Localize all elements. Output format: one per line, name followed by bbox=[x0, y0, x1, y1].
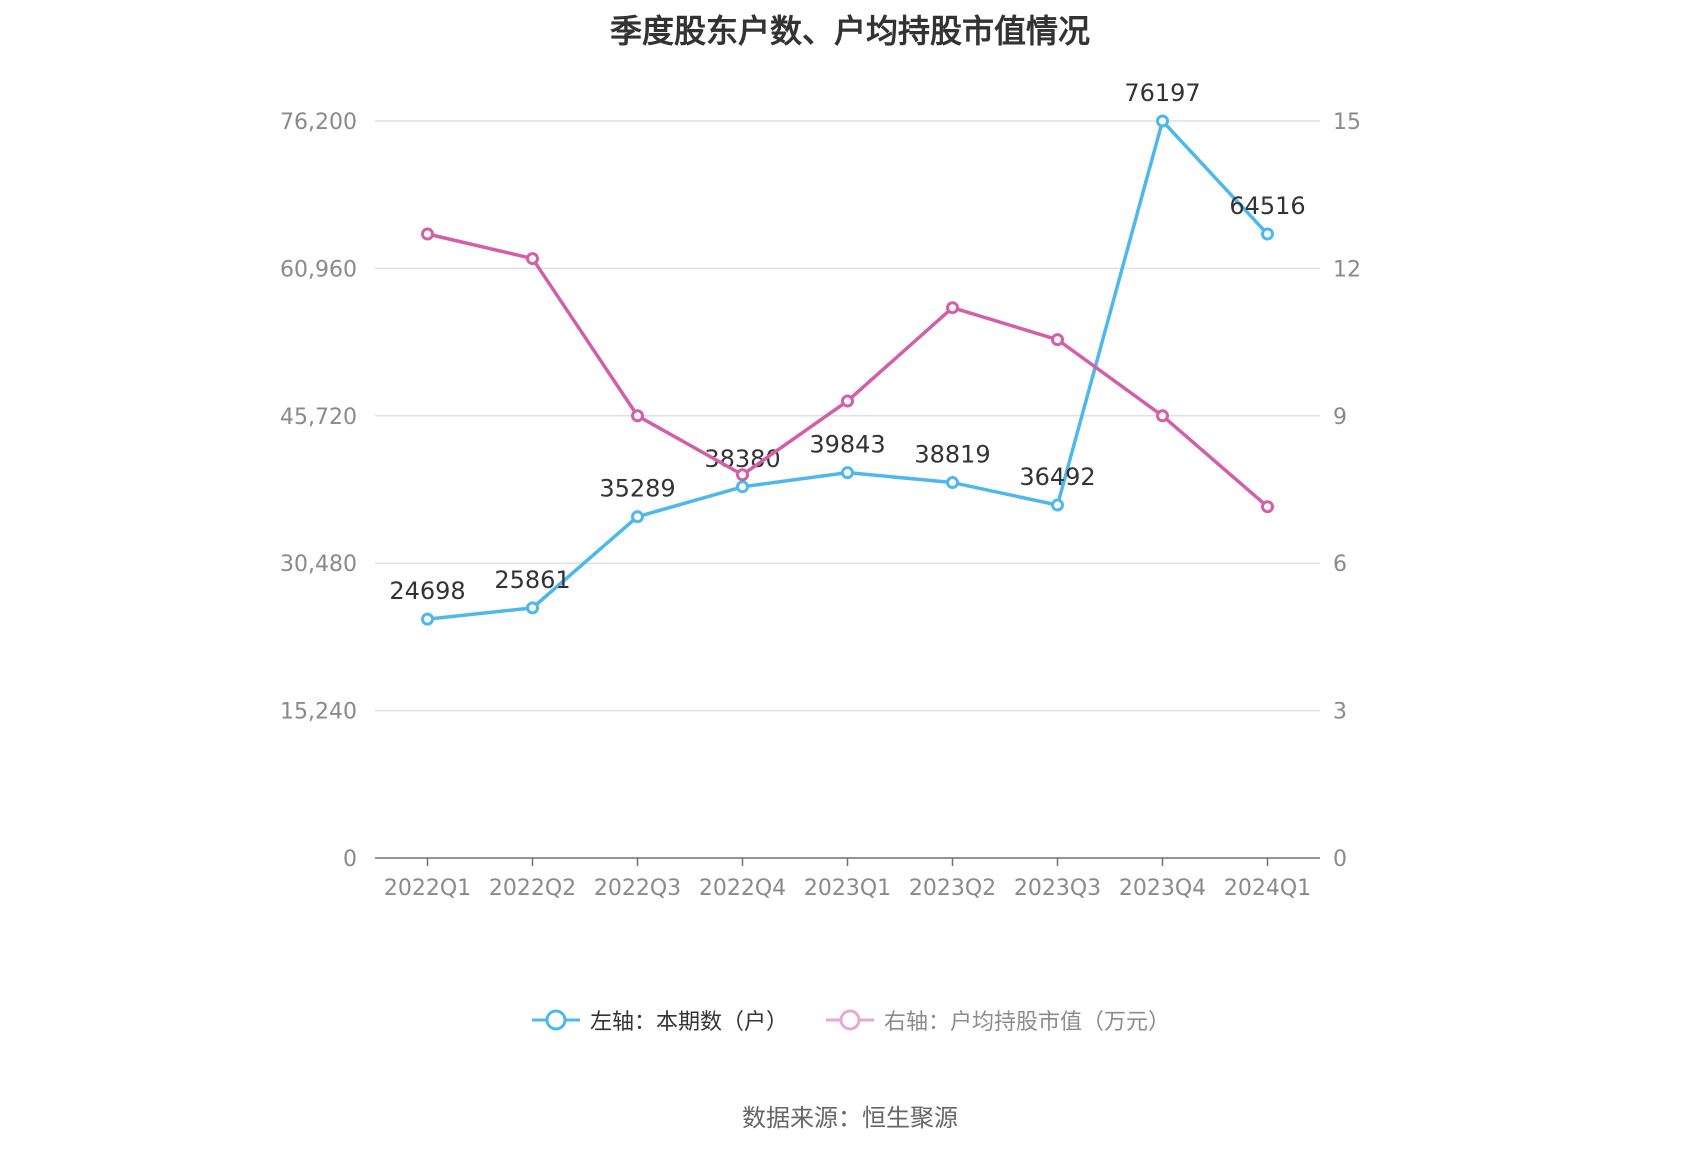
data-point-market-value bbox=[1261, 500, 1274, 514]
x-axis-tick-label: 2024Q1 bbox=[1224, 876, 1311, 901]
legend-marker-households bbox=[531, 1009, 580, 1031]
left-axis-tick-label: 76,200 bbox=[280, 110, 357, 135]
data-point-market-value bbox=[1156, 409, 1169, 423]
right-axis-tick-label: 0 bbox=[1333, 847, 1347, 872]
data-point-households bbox=[841, 466, 854, 480]
legend-marker-market-value bbox=[826, 1009, 874, 1031]
series-line-households bbox=[427, 119, 1269, 621]
left-axis-tick-label: 0 bbox=[343, 847, 357, 872]
left-axis-tick-label: 45,720 bbox=[280, 405, 357, 430]
legend-label-market-value: 右轴：户均持股市值（万元） bbox=[884, 1010, 1171, 1035]
data-label: 64516 bbox=[1229, 192, 1305, 220]
data-point-households bbox=[1261, 227, 1274, 241]
x-axis-tick-label: 2023Q4 bbox=[1119, 876, 1206, 901]
left-axis-tick-label: 30,480 bbox=[280, 552, 357, 577]
data-point-market-value bbox=[1051, 333, 1064, 347]
data-point-households bbox=[1051, 498, 1064, 512]
data-point-households bbox=[1156, 114, 1169, 128]
data-point-market-value bbox=[421, 227, 434, 241]
left-axis-tick-label: 15,240 bbox=[280, 700, 357, 725]
chart-title: 季度股东户数、户均持股市值情况 bbox=[609, 12, 1090, 50]
x-axis-tick-label: 2022Q3 bbox=[594, 876, 681, 901]
legend-label-households: 左轴：本期数（户） bbox=[589, 1010, 788, 1035]
series-line-market-value bbox=[427, 232, 1269, 509]
data-point-market-value bbox=[946, 301, 959, 315]
legend: 左轴：本期数（户） 右轴：户均持股市值（万元） bbox=[0, 1004, 1700, 1036]
x-axis-tick-label: 2023Q2 bbox=[909, 876, 996, 901]
data-point-households bbox=[946, 476, 959, 490]
data-label: 25861 bbox=[494, 566, 570, 594]
data-label: 76197 bbox=[1124, 79, 1200, 107]
legend-item-market-value[interactable]: 右轴：户均持股市值（万元） bbox=[824, 1004, 1170, 1036]
source-note: 数据来源：恒生聚源 bbox=[742, 1104, 958, 1132]
data-point-households bbox=[526, 601, 539, 615]
x-axis-tick-label: 2022Q2 bbox=[489, 876, 576, 901]
right-axis-tick-label: 9 bbox=[1333, 405, 1347, 430]
x-axis-tick-label: 2023Q3 bbox=[1014, 876, 1101, 901]
right-axis-tick-label: 12 bbox=[1333, 257, 1361, 282]
data-point-market-value bbox=[841, 394, 854, 408]
data-label: 39843 bbox=[809, 431, 885, 459]
right-axis-tick-label: 6 bbox=[1333, 552, 1347, 577]
right-axis-tick-label: 15 bbox=[1333, 110, 1361, 135]
x-axis-tick-label: 2022Q1 bbox=[384, 876, 471, 901]
data-label: 35289 bbox=[599, 475, 675, 503]
left-axis-tick-label: 60,960 bbox=[280, 257, 357, 282]
x-axis-tick-label: 2022Q4 bbox=[699, 876, 786, 901]
data-label: 36492 bbox=[1019, 463, 1095, 491]
data-point-households bbox=[631, 510, 644, 524]
right-axis-tick-label: 3 bbox=[1333, 700, 1347, 725]
legend-item-households[interactable]: 左轴：本期数（户） bbox=[530, 1004, 788, 1036]
data-label: 24698 bbox=[389, 577, 465, 605]
data-label: 38819 bbox=[914, 441, 990, 469]
data-point-market-value bbox=[631, 409, 644, 423]
data-point-market-value bbox=[736, 468, 749, 482]
data-point-households bbox=[736, 480, 749, 494]
data-point-households bbox=[421, 612, 434, 626]
x-axis-tick-label: 2023Q1 bbox=[804, 876, 891, 901]
data-point-market-value bbox=[526, 252, 539, 266]
